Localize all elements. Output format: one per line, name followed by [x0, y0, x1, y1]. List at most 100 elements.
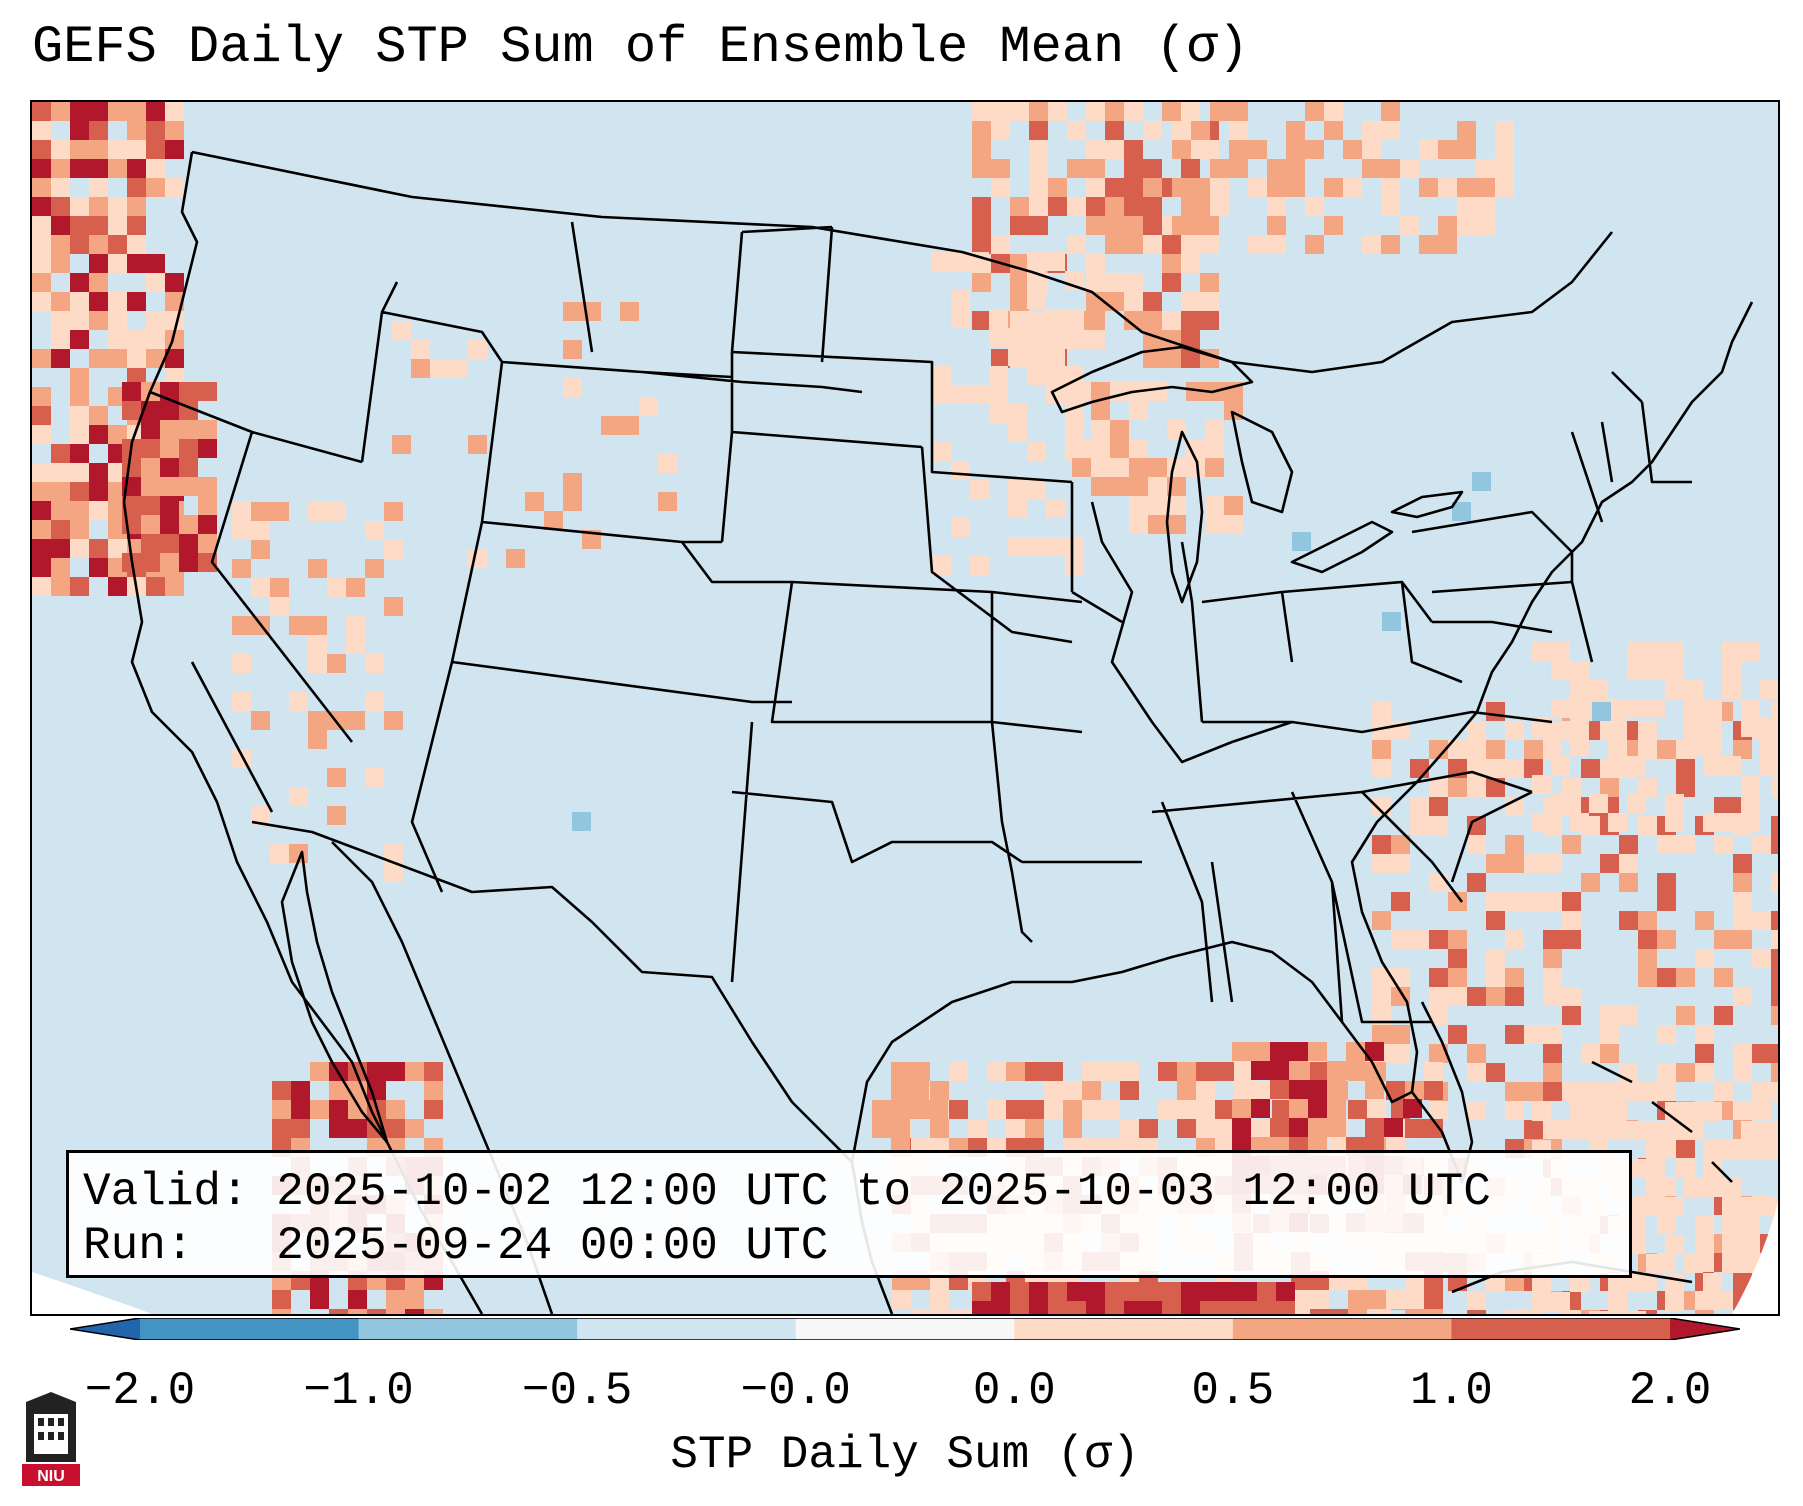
- stp-cell: [411, 359, 430, 378]
- stp-cell: [1105, 178, 1124, 197]
- stp-cell: [972, 102, 991, 121]
- stp-cell: [1570, 737, 1589, 756]
- stp-cell: [289, 787, 308, 806]
- map-panel[interactable]: [30, 100, 1780, 1316]
- stp-cell: [951, 309, 970, 328]
- stp-cell: [1067, 1301, 1086, 1314]
- stp-cell: [1046, 328, 1065, 347]
- stp-cell: [1346, 1061, 1365, 1080]
- stp-cell: [108, 254, 127, 273]
- stp-cell: [1524, 1082, 1543, 1101]
- stp-cell: [1143, 1282, 1162, 1301]
- stp-cell: [1608, 756, 1627, 775]
- stp-cell: [1008, 404, 1027, 423]
- stp-cell: [127, 102, 146, 121]
- stp-cell: [1741, 813, 1760, 832]
- stp-cell: [327, 654, 346, 673]
- stp-cell: [1405, 1081, 1424, 1100]
- stp-cell: [1657, 873, 1676, 892]
- stp-cell: [198, 439, 217, 458]
- stp-cell: [1608, 699, 1627, 718]
- stp-cell: [1543, 1082, 1562, 1101]
- stp-cell: [1124, 197, 1143, 216]
- stp-cell: [51, 501, 70, 520]
- stp-cell: [1486, 1063, 1505, 1082]
- stp-cell: [1619, 835, 1638, 854]
- stp-cell: [146, 121, 165, 140]
- stp-cell: [1381, 235, 1400, 254]
- stp-cell: [1251, 1099, 1270, 1118]
- stp-cell: [1733, 911, 1752, 930]
- stp-cell: [411, 340, 430, 359]
- stp-cell: [1046, 347, 1065, 366]
- stp-cell: [1429, 987, 1448, 1006]
- stp-cell: [1010, 292, 1029, 311]
- stp-cell: [1124, 216, 1143, 235]
- stp-cell: [1665, 1292, 1684, 1311]
- stp-cell: [1722, 813, 1741, 832]
- stp-cell: [1251, 1042, 1270, 1061]
- stp-cell: [1657, 1215, 1676, 1234]
- stp-cell: [1229, 159, 1248, 178]
- stp-cell: [308, 559, 327, 578]
- stp-cell: [198, 382, 217, 401]
- stp-cell: [1505, 930, 1524, 949]
- stp-cell: [424, 1100, 443, 1119]
- stp-cell: [1346, 1042, 1365, 1061]
- stp-cell: [1771, 873, 1778, 892]
- stp-cell: [1486, 854, 1505, 873]
- stp-cell: [1386, 1290, 1405, 1309]
- stp-cell: [122, 496, 141, 515]
- colorbar-segment: [1232, 1318, 1452, 1340]
- stp-cell: [1703, 699, 1722, 718]
- stp-cell: [1029, 216, 1048, 235]
- stp-cell: [70, 368, 89, 387]
- baja-california: [280, 850, 389, 1144]
- stp-cell: [1046, 537, 1065, 556]
- stp-cell: [1065, 537, 1084, 556]
- stp-cell: [70, 444, 89, 463]
- stp-cell: [108, 159, 127, 178]
- stp-cell: [89, 558, 108, 577]
- stp-cell-negative: [1472, 472, 1491, 491]
- stp-cell: [89, 254, 108, 273]
- stp-cell: [89, 539, 108, 558]
- stp-cell: [1551, 1292, 1570, 1311]
- stp-cell: [327, 578, 346, 597]
- stp-cell: [972, 1282, 991, 1301]
- stp-cell: [1286, 178, 1305, 197]
- stp-cell: [1006, 1100, 1025, 1119]
- stp-cell: [384, 540, 403, 559]
- stp-cell: [891, 1062, 910, 1081]
- stp-cell: [1232, 1042, 1251, 1061]
- stp-cell: [108, 292, 127, 311]
- stp-cell: [1771, 949, 1778, 968]
- stp-cell: [1608, 737, 1627, 756]
- stp-cell: [1722, 680, 1741, 699]
- stp-cell: [141, 477, 160, 496]
- stp-cell: [146, 273, 165, 292]
- stp-cell: [1486, 987, 1505, 1006]
- stp-cell: [70, 387, 89, 406]
- stp-cell: [1229, 102, 1248, 121]
- stp-cell: [1232, 1118, 1251, 1137]
- stp-cell: [392, 435, 411, 454]
- stp-cell: [1365, 1042, 1384, 1061]
- stp-cell: [1438, 216, 1457, 235]
- stp-cell: [1703, 1159, 1722, 1178]
- stp-cell: [1010, 273, 1029, 292]
- stp-cell: [1063, 1119, 1082, 1138]
- west-coastline: [122, 151, 484, 1314]
- stp-cell: [1105, 292, 1124, 311]
- stp-cell: [127, 121, 146, 140]
- stp-cell: [367, 1062, 386, 1081]
- stp-cell: [1657, 968, 1676, 987]
- stp-cell: [1714, 1082, 1733, 1101]
- stp-cell: [1486, 911, 1505, 930]
- stp-cell: [1027, 347, 1046, 366]
- stp-cell: [1158, 1100, 1177, 1119]
- stp-cell: [1191, 197, 1210, 216]
- stp-cell: [1267, 178, 1286, 197]
- stp-cell: [1120, 1081, 1139, 1100]
- stp-cell: [1267, 216, 1286, 235]
